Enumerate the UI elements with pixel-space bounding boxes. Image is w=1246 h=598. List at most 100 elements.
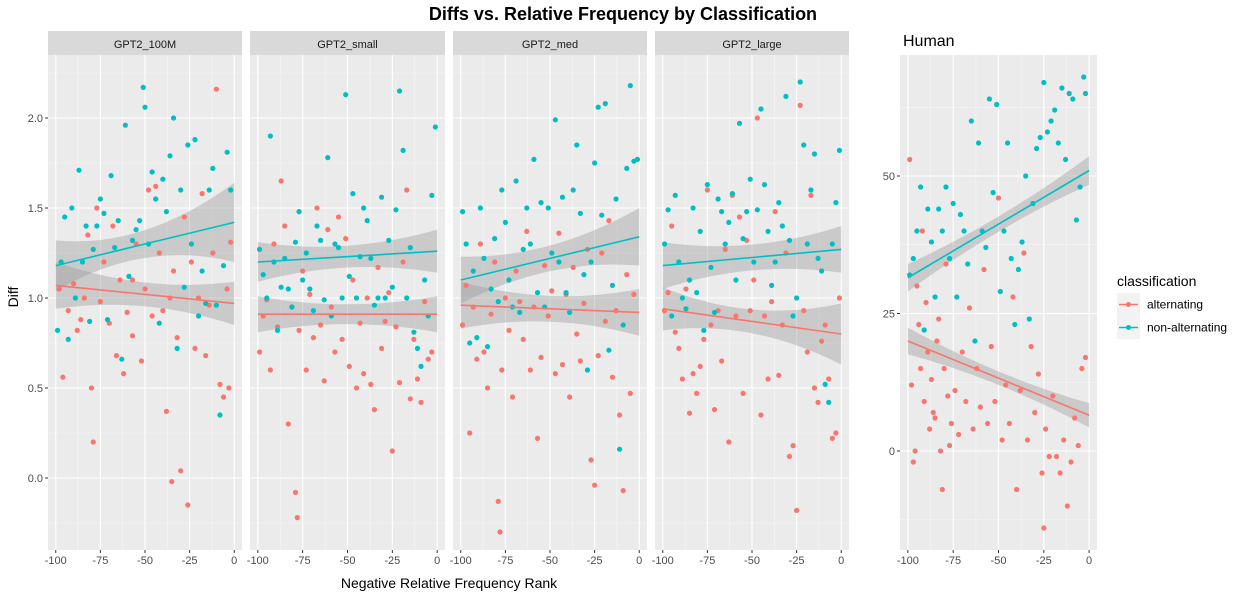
point-alternating [350, 277, 356, 283]
y-tick-label: 1.0 [28, 293, 43, 305]
point-alternating [285, 421, 291, 427]
point-non-alternating [217, 412, 223, 418]
point-alternating [335, 214, 342, 220]
point-non-alternating [570, 187, 576, 193]
point-alternating [683, 286, 689, 292]
point-non-alternating [592, 160, 598, 166]
point-alternating [751, 277, 757, 283]
point-alternating [361, 371, 367, 377]
point-alternating [1053, 453, 1060, 460]
point-alternating [169, 479, 175, 485]
x-tick-label: -75 [497, 555, 513, 567]
point-non-alternating [769, 282, 775, 288]
point-alternating [826, 376, 832, 382]
point-non-alternating [606, 347, 612, 353]
point-non-alternating [181, 284, 187, 290]
point-alternating [400, 259, 406, 265]
y-tick-label: 0 [889, 446, 895, 458]
point-non-alternating [90, 246, 96, 252]
point-alternating [952, 387, 958, 394]
point-non-alternating [556, 259, 562, 265]
x-tick-label: -25 [384, 555, 400, 567]
point-non-alternating [829, 241, 835, 247]
point-alternating [74, 327, 80, 333]
point-alternating [1003, 382, 1009, 388]
point-non-alternating [325, 155, 331, 161]
fit-line-alternating [907, 340, 1090, 416]
point-alternating [772, 209, 778, 215]
point-non-alternating [108, 173, 114, 179]
point-non-alternating [264, 295, 270, 301]
point-non-alternating [303, 250, 309, 256]
point-non-alternating [112, 245, 118, 251]
point-alternating [679, 376, 685, 382]
point-alternating [256, 349, 263, 355]
point-alternating [325, 227, 331, 233]
point-alternating [711, 407, 718, 413]
point-alternating [1050, 393, 1056, 399]
point-non-alternating [101, 210, 107, 216]
point-alternating [124, 309, 130, 315]
panel-title: Human [903, 33, 955, 50]
point-non-alternating [1008, 255, 1014, 262]
point-alternating [985, 420, 991, 427]
point-alternating [467, 430, 473, 436]
point-alternating [970, 426, 976, 432]
point-non-alternating [531, 156, 537, 162]
point-alternating [213, 86, 219, 92]
point-alternating [592, 482, 598, 488]
x-tick-label: -100 [897, 555, 919, 567]
point-alternating [538, 354, 544, 360]
point-alternating [620, 488, 626, 494]
point-non-alternating [149, 169, 155, 175]
point-alternating [609, 374, 616, 380]
point-non-alternating [581, 272, 587, 278]
point-non-alternating [1044, 129, 1051, 135]
point-alternating [188, 259, 195, 265]
point-alternating [941, 365, 947, 372]
point-non-alternating [1012, 321, 1018, 328]
point-non-alternating [772, 259, 778, 265]
x-axis-title: Negative Relative Frequency Rank [341, 575, 558, 591]
point-alternating [520, 336, 526, 342]
fit-line-non-alternating [907, 169, 1090, 279]
point-alternating [995, 195, 1002, 201]
point-non-alternating [54, 327, 61, 333]
point-alternating [488, 311, 494, 317]
point-non-alternating [563, 290, 569, 296]
point-alternating [78, 317, 84, 323]
x-tick-label: -75 [295, 555, 311, 567]
point-non-alternating [1070, 96, 1076, 102]
point-non-alternating [213, 302, 219, 308]
point-alternating [170, 268, 177, 274]
point-non-alternating [332, 241, 338, 247]
point-alternating [797, 102, 803, 108]
point-non-alternating [790, 313, 796, 319]
point-non-alternating [429, 192, 435, 198]
point-alternating [181, 214, 187, 220]
point-non-alternating [192, 137, 198, 143]
strip-label: GPT2_100M [114, 39, 176, 51]
point-alternating [396, 380, 403, 386]
point-non-alternating [506, 277, 512, 283]
confidence-band-non-alternating [55, 182, 235, 291]
fit-line-non-alternating [55, 221, 235, 267]
point-non-alternating [1052, 107, 1058, 113]
point-alternating [1010, 294, 1016, 300]
point-non-alternating [87, 318, 93, 324]
legend: classification alternating non-alternati… [1117, 273, 1227, 339]
point-non-alternating [492, 236, 498, 242]
point-non-alternating [296, 209, 302, 215]
point-alternating [314, 205, 320, 211]
point-alternating [274, 324, 281, 330]
point-non-alternating [527, 241, 533, 247]
point-non-alternating [808, 187, 814, 193]
legend-label-alternating: alternating [1147, 298, 1203, 312]
point-non-alternating [729, 191, 735, 197]
point-alternating [602, 318, 608, 324]
point-alternating [294, 515, 300, 521]
facet-panel: GPT2_med -100 -75 -50 -25 0 [450, 31, 647, 567]
point-alternating [936, 316, 942, 322]
point-alternating [1039, 470, 1045, 476]
point-non-alternating [726, 219, 732, 225]
